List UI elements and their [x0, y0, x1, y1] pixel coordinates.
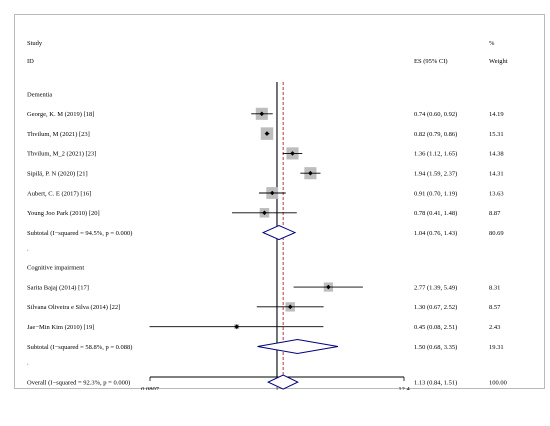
- study-label: Thvilum, M_2 (2021) [23]: [27, 151, 96, 158]
- study-label: Silvana Oliveira e Silva (2014) [22]: [27, 304, 120, 311]
- header-es: ES (95% CI): [414, 58, 448, 65]
- study-es-text: 2.77 (1.39, 5.49): [414, 284, 457, 291]
- header-study: Study: [27, 40, 43, 47]
- study-es-text: 1.36 (1.12, 1.65): [414, 151, 457, 158]
- x-tick-label: 1: [275, 386, 278, 390]
- point-estimate: [269, 190, 275, 196]
- row-separator-dot: .: [27, 359, 29, 366]
- header-weight: Weight: [489, 58, 508, 65]
- overall-weight-text: 100.00: [489, 379, 507, 386]
- overall-es-text: 1.13 (0.84, 1.51): [414, 379, 457, 386]
- subtotal-diamond: [257, 338, 339, 354]
- subtotal-es-text: 1.50 (0.68, 3.35): [414, 344, 457, 351]
- study-es-text: 1.30 (0.67, 2.52): [414, 304, 457, 311]
- point-estimate: [287, 304, 293, 310]
- x-tick-label: 12.4: [398, 386, 410, 390]
- study-weight-text: 13.63: [489, 190, 504, 197]
- overall-label: Overall (I−squared = 92.3%, p = 0.000): [27, 379, 130, 386]
- study-label: Sipilä, P. N (2020) [21]: [27, 171, 88, 178]
- point-estimate: [262, 210, 267, 216]
- study-label: Jae−Min Kim (2010) [19]: [27, 324, 94, 331]
- point-estimate: [326, 284, 331, 290]
- point-estimate: [308, 170, 313, 176]
- study-es-text: 0.74 (0.60, 0.92): [414, 111, 457, 118]
- study-label: Young Joo Park (2010) [20]: [27, 210, 100, 217]
- point-estimate: [290, 151, 295, 156]
- row-separator-dot: .: [27, 245, 29, 252]
- x-tick-label: 0.0807: [141, 386, 160, 390]
- study-label: Sarita Bajaj (2014) [17]: [27, 284, 89, 291]
- subtotal-label: Subtotal (I−squared = 58.8%, p = 0.088): [27, 344, 132, 351]
- point-estimate: [234, 324, 239, 329]
- forest-plot: Study ID ES (95% CI)% Weight 0.0807 1 12.4 Deme…: [27, 40, 508, 390]
- study-label: Thvilum, M (2021) [23]: [27, 131, 90, 138]
- study-label: George, K. M (2019) [18]: [27, 111, 94, 118]
- study-weight-text: 14.19: [489, 111, 504, 118]
- point-estimate: [259, 111, 265, 117]
- study-label: Aubert, C. E (2017) [16]: [27, 190, 91, 197]
- header-id: ID: [27, 58, 34, 65]
- forest-plot-frame: Study ID ES (95% CI)% Weight 0.0807 1 12.4 Deme…: [14, 14, 545, 390]
- study-weight-text: 8.87: [489, 210, 501, 217]
- study-es-text: 0.78 (0.41, 1.48): [414, 210, 457, 217]
- subtotal-diamond: [261, 225, 297, 241]
- study-es-text: 0.45 (0.08, 2.51): [414, 324, 457, 331]
- study-weight-text: 8.31: [489, 284, 500, 291]
- study-weight-text: 15.31: [489, 131, 504, 138]
- group-title: Dementia: [27, 91, 52, 98]
- subtotal-label: Subtotal (I−squared = 94.5%, p = 0.000): [27, 230, 132, 237]
- group-title: Cognitive impairment: [27, 265, 84, 272]
- overall-diamond: [267, 374, 299, 390]
- study-weight-text: 14.38: [489, 151, 504, 158]
- subtotal-weight-text: 19.31: [489, 344, 504, 351]
- point-estimate: [264, 131, 270, 136]
- subtotal-es-text: 1.04 (0.76, 1.43): [414, 230, 457, 237]
- study-es-text: 1.94 (1.59, 2.37): [414, 171, 457, 178]
- subtotal-weight-text: 80.69: [489, 230, 504, 237]
- study-weight-text: 2.43: [489, 324, 500, 331]
- header-percent: %: [489, 40, 495, 47]
- study-weight-text: 14.31: [489, 171, 504, 178]
- study-es-text: 0.91 (0.70, 1.19): [414, 190, 457, 197]
- study-weight-text: 8.57: [489, 304, 501, 311]
- study-es-text: 0.82 (0.79, 0.86): [414, 131, 457, 138]
